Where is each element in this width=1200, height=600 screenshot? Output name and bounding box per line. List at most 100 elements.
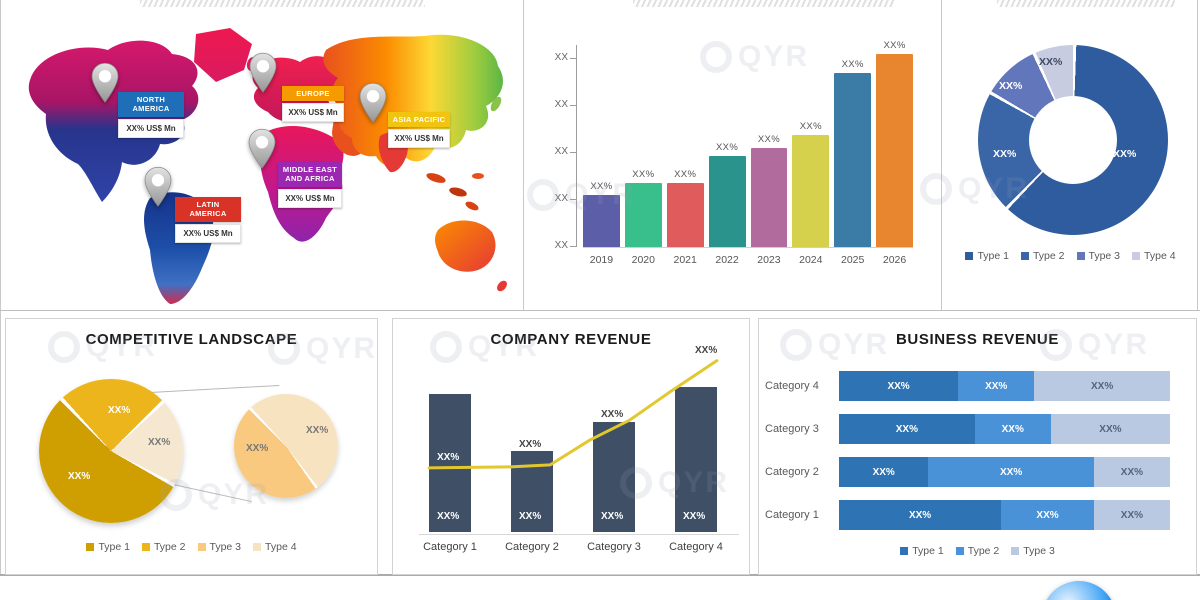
map-pin-icon [144,166,172,207]
legend-item: Type 2 [1020,250,1065,262]
y-axis [576,45,577,247]
y-tick: XX [538,240,577,251]
pie-label: XX% [246,443,269,454]
x-tick: 2025 [841,254,865,266]
bar-label: XX% [519,511,542,522]
segment-label: XX% [1091,380,1114,392]
legend-swatch [86,543,95,551]
map-label-middle-east-africa: MIDDLE EAST AND AFRICA XX% US$ Mn [278,162,342,208]
legend-item: Type 2 [141,541,186,553]
legend-label: Type 4 [1144,250,1176,262]
region-value: XX% US$ Mn [118,118,184,138]
y-tick: XX [538,193,577,204]
stacked-segment: XX% [1001,500,1094,530]
panel-title: BUSINESS REVENUE [896,331,1059,348]
stacked-segment: XX% [928,457,1094,487]
divider [1197,0,1198,311]
region-se-asia [465,201,479,211]
legend-item: Type 2 [955,545,1000,557]
segment-label: XX% [1120,466,1144,478]
region-name: NORTH AMERICA [118,92,184,117]
annual-bar-plot: XX% XX% XX% XX% XX% XX% XX% XX% [583,40,913,248]
pie-label: XX% [108,405,131,416]
legend-swatch [1076,252,1085,260]
panel-title: COMPETITIVE LANDSCAPE [85,331,298,348]
stacked-segment: XX% [958,371,1035,401]
cutoff-title [633,0,895,7]
segment-label: XX% [1036,509,1059,521]
bar-group: XX% [708,40,746,247]
main-pie [39,379,183,523]
category-label: Category 1 [423,541,477,553]
map-label-asia-pacific: ASIA PACIFIC XX% US$ Mn [388,112,450,149]
map-pin-icon [248,128,276,169]
region-value: XX% US$ Mn [278,188,342,208]
continent-north-america [28,40,199,202]
legend-swatch [965,252,974,260]
legend-item: Type 4 [253,541,297,553]
map-pin-icon [249,52,277,93]
annual-bar [834,73,872,247]
legend-label: Type 3 [1023,545,1055,557]
segment-label: XX% [908,509,932,521]
category-label: Category 3 [587,541,641,553]
bar-group: XX% [624,40,662,247]
x-tick: 2019 [589,254,614,266]
legend-swatch [900,547,909,555]
legend-swatch [1011,547,1020,555]
market-growth-panel [523,0,941,311]
row-label: Category 3 [765,423,819,435]
secondary-pie [234,394,338,498]
company-revenue-panel: COMPANY REVENUE XX% XX% XX% XX% XX% XX% … [392,318,750,575]
bar-value-label: XX% [883,40,906,51]
world-map [28,28,507,304]
region-name: EUROPE [282,86,344,102]
stacked-segment: XX% [1050,414,1170,444]
x-tick: 2026 [882,254,907,266]
legend-swatch [253,543,262,551]
segment-label: XX% [887,380,910,392]
legend-label: Type 2 [967,545,1000,557]
x-tick: 2023 [757,254,781,266]
x-tick: 2021 [673,254,697,266]
x-tick: 2022 [715,254,739,266]
segment-label: XX% [895,423,918,435]
legend-label: Type 1 [977,250,1009,262]
annual-bar [750,147,788,247]
stacked-segment: XX% [839,457,929,487]
divider [0,574,1200,576]
annual-bar [624,182,662,247]
legend-swatch [1020,252,1029,260]
bar-group: XX% [666,40,704,247]
y-tick: XX [538,99,577,110]
competitive-landscape-panel: COMPETITIVE LANDSCAPE XX% XX% XX% XX% XX… [5,318,378,575]
donut-label: XX% [1039,56,1063,68]
bar-label: XX% [601,511,624,522]
region-japan [490,96,502,112]
pie-label: XX% [148,437,171,448]
legend-swatch [1132,252,1141,260]
annual-bar [666,182,704,247]
row-label: Category 1 [765,509,819,521]
stacked-legend: Type 1 Type 2 Type 3 [759,545,1196,557]
region-se-asia [449,187,467,197]
divider [523,0,524,311]
map-pin-icon [359,82,387,123]
segment-label: XX% [872,466,895,478]
legend-item: Type 1 [86,541,130,553]
cutoff-title [140,0,425,7]
legend-item: Type 4 [1132,250,1176,262]
legend-swatch [955,547,964,555]
pie-legend: Type 1 Type 2 Type 3 Type 4 [6,541,377,553]
legend-item: Type 1 [900,545,944,557]
category-label: Category 2 [505,541,559,553]
x-axis [419,534,739,535]
annual-bar [583,195,620,247]
stacked-row: XX% XX% XX% [839,371,1170,401]
region-se-asia [472,173,484,179]
bar-label: XX% [683,511,706,522]
bar-value-label: XX% [757,133,780,145]
bar-value-label: XX% [841,59,864,71]
bar-group: XX% [834,40,872,247]
divider [0,0,1,576]
